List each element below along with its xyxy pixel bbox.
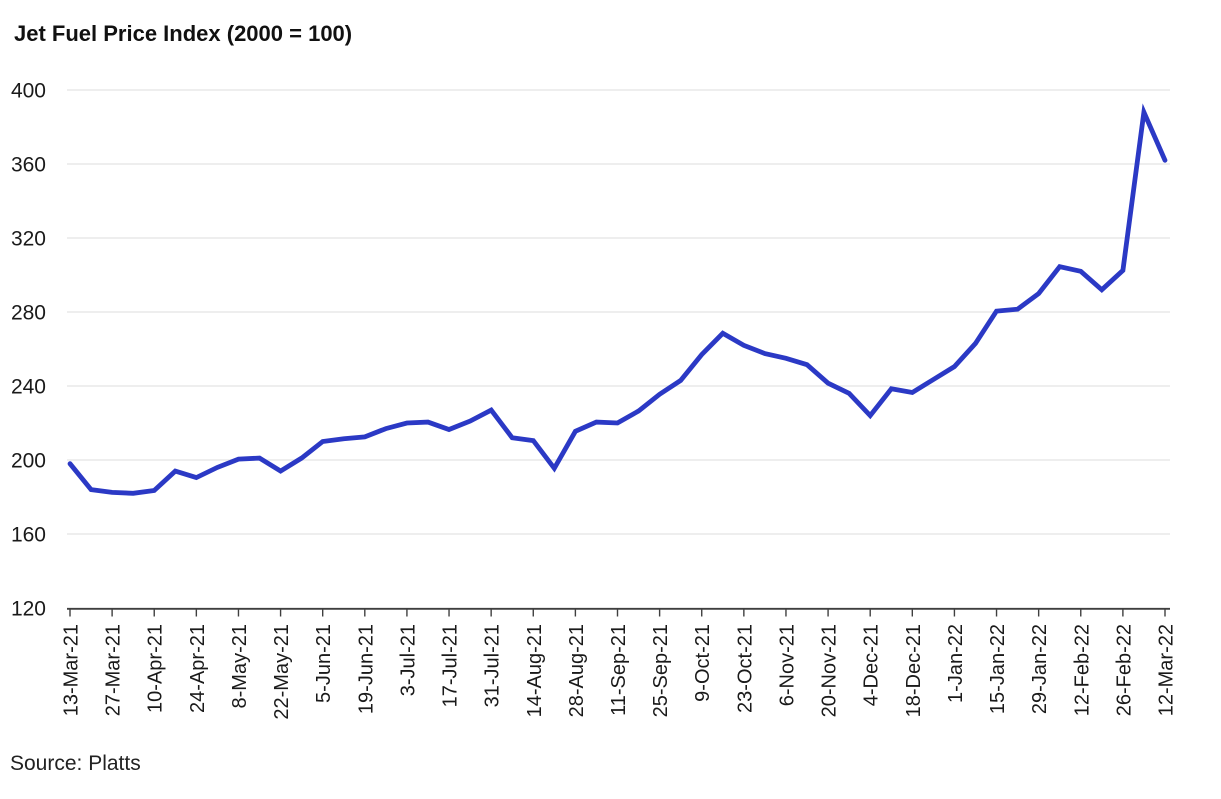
x-axis-tick-label: 12-Feb-22: [1071, 624, 1093, 716]
x-axis-tick-label: 24-Apr-21: [187, 624, 209, 713]
x-axis-tick-label: 9-Oct-21: [692, 624, 714, 702]
x-axis-tick-label: 17-Jul-21: [440, 624, 462, 707]
x-axis-tick-label: 15-Jan-22: [987, 624, 1009, 714]
x-axis-tick-label: 11-Sep-21: [608, 624, 630, 716]
x-axis-tick-label: 25-Sep-21: [650, 624, 672, 717]
x-axis-tick-label: 27-Mar-21: [103, 624, 125, 716]
x-axis-tick-label: 20-Nov-21: [819, 624, 841, 717]
x-axis-tick-label: 6-Nov-21: [776, 624, 798, 706]
x-axis-tick-label: 18-Dec-21: [903, 624, 925, 717]
chart-title: Jet Fuel Price Index (2000 = 100): [14, 21, 353, 46]
y-axis-tick-label: 400: [11, 80, 46, 103]
x-axis-tick-label: 14-Aug-21: [524, 624, 546, 717]
y-axis-tick-label: 200: [11, 450, 46, 473]
x-axis-tick-label: 19-Jun-21: [355, 624, 377, 714]
y-axis-tick-label: 240: [11, 376, 46, 399]
price-line: [67, 103, 1168, 496]
x-axis-tick-label: 31-Jul-21: [482, 624, 504, 707]
x-axis-tick-label: 22-May-21: [271, 624, 293, 720]
x-axis-tick-label: 13-Mar-21: [61, 624, 83, 716]
y-axis-tick-label: 120: [11, 598, 46, 621]
x-axis-tick-label: 10-Apr-21: [145, 624, 167, 713]
x-axis-tick-label: 28-Aug-21: [566, 624, 588, 717]
y-axis-tick-label: 360: [11, 154, 46, 177]
chart-source: Source: Platts: [10, 752, 141, 775]
x-axis-tick-label: 4-Dec-21: [861, 624, 883, 706]
x-axis-tick-label: 8-May-21: [229, 624, 251, 708]
y-axis-tick-label: 280: [11, 302, 46, 325]
x-axis-tick-label: 26-Feb-22: [1113, 624, 1135, 716]
x-axis-tick-label: 12-Mar-22: [1156, 624, 1178, 716]
x-axis-tick-label: 3-Jul-21: [397, 624, 419, 696]
y-axis-tick-label: 320: [11, 228, 46, 251]
x-axis-tick-label: 1-Jan-22: [945, 624, 967, 703]
y-axis-tick-label: 160: [11, 524, 46, 547]
x-axis-tick-label: 23-Oct-21: [734, 624, 756, 713]
x-axis-tick-label: 5-Jun-21: [313, 624, 335, 703]
x-axis-tick-label: 29-Jan-22: [1029, 624, 1051, 714]
